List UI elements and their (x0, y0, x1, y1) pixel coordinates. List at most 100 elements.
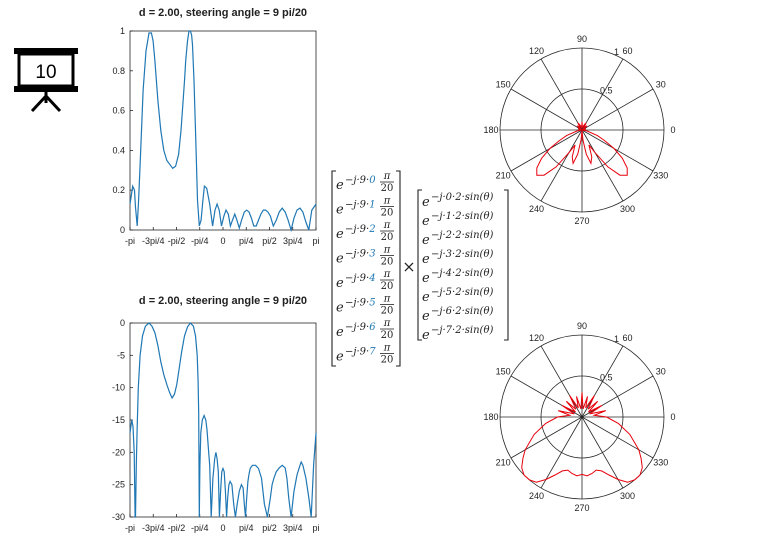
y-tick-label: 1 (120, 26, 125, 36)
y-tick-label: 0.2 (112, 185, 125, 195)
angle-tick-label: 150 (496, 80, 511, 90)
angle-tick-label: 120 (529, 46, 544, 56)
angle-spoke (540, 58, 583, 131)
chart-title: d = 2.00, steering angle = 9 pi/20 (139, 7, 307, 19)
angle-spoke (581, 88, 654, 131)
angle-tick-label: 330 (653, 171, 668, 181)
steering-base: e (336, 350, 344, 365)
series-line (129, 322, 317, 518)
angle-spoke (581, 416, 654, 459)
angle-tick-label: 240 (529, 491, 544, 501)
y-tick-label: -5 (117, 350, 125, 360)
phase-base: e (422, 233, 430, 248)
linear-beam-pattern-chart: d = 2.00, steering angle = 9 pi/20 0 0.2 0… (112, 7, 319, 246)
x-tick-label: -pi/4 (191, 236, 209, 246)
fraction-denominator: 20 (381, 355, 394, 366)
right-bracket (504, 189, 509, 341)
db-beam-pattern-chart: d = 2.00, steering angle = 9 pi/20 -30 -2… (112, 295, 320, 533)
fraction-numerator: π (383, 318, 391, 329)
multiply-symbol: × (402, 257, 415, 276)
y-tick-label: -20 (112, 447, 125, 457)
y-tick-label: 0.8 (112, 66, 125, 76)
y-tick-label: 0.6 (112, 106, 125, 116)
steering-base: e (336, 325, 344, 340)
angle-spoke (510, 416, 583, 459)
x-tick-label: 3pi/4 (283, 236, 303, 246)
angle-tick-label: 270 (574, 503, 589, 513)
angle-tick-label: 90 (577, 34, 587, 44)
left-bracket (331, 170, 336, 367)
phase-exponent: −j·0·2·sin(θ) (431, 192, 493, 203)
phase-base: e (422, 328, 430, 343)
angle-spoke (510, 129, 583, 172)
y-tick-label: -30 (112, 512, 125, 522)
steering-exponent: −j·9·0 (345, 175, 376, 186)
fraction-numerator: π (383, 269, 391, 280)
steering-base: e (336, 301, 344, 316)
left-bracket (417, 189, 422, 341)
angle-spoke (510, 88, 583, 131)
angle-tick-label: 270 (574, 216, 589, 226)
series-line (129, 30, 317, 233)
phase-exponent: −j·2·2·sin(θ) (431, 230, 493, 241)
angle-tick-label: 330 (653, 458, 668, 468)
radial-tick-label: 1 (614, 47, 619, 57)
steering-base: e (336, 252, 344, 267)
phase-base: e (422, 195, 430, 210)
angle-tick-label: 150 (496, 367, 511, 377)
phase-vector-matrix: e −j·0·2·sin(θ)e −j·1·2·sin(θ)e −j·2·2·sin(… (417, 189, 509, 343)
fraction-denominator: 20 (381, 232, 394, 243)
phase-base: e (422, 214, 430, 229)
angle-tick-label: 210 (496, 171, 511, 181)
angle-spoke (581, 416, 624, 489)
phase-base: e (422, 252, 430, 267)
angle-tick-label: 120 (529, 333, 544, 343)
x-tick-label: pi (312, 523, 319, 533)
fraction-numerator: π (383, 196, 391, 207)
angle-tick-label: 300 (620, 491, 635, 501)
x-tick-label: -pi/2 (168, 236, 186, 246)
steering-base: e (336, 203, 344, 218)
steering-exponent: −j·9·5 (345, 298, 376, 309)
x-tick-label: pi/4 (239, 523, 254, 533)
right-bracket (396, 170, 401, 367)
steering-base: e (336, 178, 344, 193)
phase-base: e (422, 309, 430, 324)
polar-beam-pattern-chart: 0 30 60 90 120 150 180 210 240 270 300 330 0.5 1 (483, 321, 675, 513)
angle-tick-label: 60 (622, 46, 632, 56)
presentation-board-icon: 10 (14, 48, 78, 113)
angle-tick-label: 60 (622, 333, 632, 343)
fraction-numerator: π (383, 171, 391, 182)
chart-title: d = 2.00, steering angle = 9 pi/20 (139, 295, 307, 307)
x-tick-label: 0 (220, 523, 225, 533)
phase-base: e (422, 290, 430, 305)
angle-spoke (540, 416, 583, 489)
fraction-numerator: π (383, 245, 391, 256)
y-tick-label: 0 (120, 318, 125, 328)
angle-spoke (581, 129, 624, 202)
fraction-numerator: π (383, 220, 391, 231)
fraction-denominator: 20 (381, 183, 394, 194)
x-tick-label: pi/2 (262, 523, 277, 533)
angle-spoke (540, 129, 583, 202)
fraction-denominator: 20 (381, 330, 394, 341)
slide-number: 10 (35, 62, 56, 83)
angle-spoke (581, 129, 654, 172)
fraction-denominator: 20 (381, 306, 394, 317)
angle-spoke (510, 375, 583, 418)
angle-tick-label: 300 (620, 204, 635, 214)
angle-spoke (581, 375, 654, 418)
x-tick-label: pi/2 (262, 236, 277, 246)
phase-base: e (422, 271, 430, 286)
x-tick-label: -pi (125, 236, 135, 246)
y-tick-label: -15 (112, 415, 125, 425)
radial-tick-label: 0.5 (600, 85, 613, 95)
phase-exponent: −j·1·2·sin(θ) (431, 211, 493, 222)
x-tick-label: 3pi/4 (283, 523, 303, 533)
polar-series-line (536, 121, 628, 176)
phase-exponent: −j·7·2·sin(θ) (431, 325, 493, 336)
x-tick-label: -3pi/4 (142, 236, 165, 246)
angle-tick-label: 180 (483, 412, 498, 422)
